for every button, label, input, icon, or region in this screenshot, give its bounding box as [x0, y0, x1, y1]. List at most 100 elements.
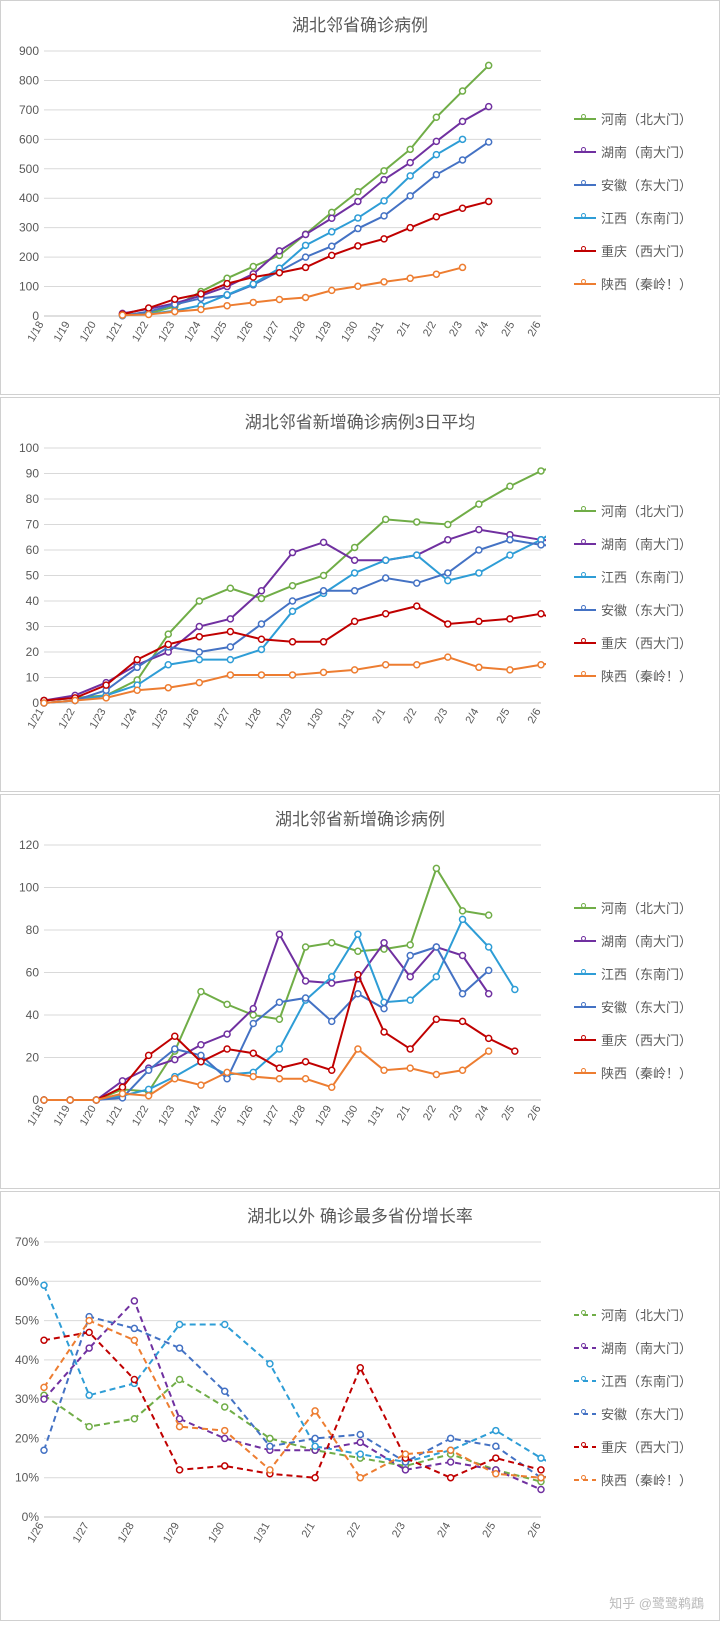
- marker-anhui: [250, 1021, 256, 1027]
- legend-label: 安徽（东大门）: [601, 175, 692, 194]
- marker-jiangxi: [381, 198, 387, 204]
- marker-chongqing: [177, 1467, 183, 1473]
- y-tick-label: 60: [26, 966, 40, 980]
- marker-shaanxi: [41, 1097, 47, 1103]
- marker-hunan: [433, 138, 439, 144]
- marker-chongqing: [250, 274, 256, 280]
- marker-shaanxi: [276, 1076, 282, 1082]
- marker-shaanxi: [196, 680, 202, 686]
- chart4-plot-area: 0%10%20%30%40%50%60%70%1/261/271/281/291…: [6, 1237, 564, 1557]
- y-tick-label: 90: [26, 467, 40, 481]
- marker-hunan: [41, 1396, 47, 1402]
- marker-shaanxi: [538, 662, 544, 668]
- series-line-hunan: [44, 1301, 541, 1490]
- legend-item-henan: 河南（北大门）: [574, 109, 714, 128]
- legend-item-jiangxi: 江西（东南门）: [574, 567, 714, 586]
- marker-hunan: [381, 177, 387, 183]
- marker-henan: [460, 88, 466, 94]
- marker-shaanxi: [312, 1408, 318, 1414]
- marker-anhui: [303, 254, 309, 260]
- legend-marker-icon: [574, 1380, 596, 1382]
- marker-hunan: [290, 550, 296, 556]
- marker-shaanxi: [250, 299, 256, 305]
- marker-chongqing: [433, 1016, 439, 1022]
- marker-chongqing: [303, 1059, 309, 1065]
- marker-shaanxi: [355, 283, 361, 289]
- x-tick-label: 2/4: [463, 707, 481, 726]
- marker-jiangxi: [433, 152, 439, 158]
- marker-jiangxi: [290, 608, 296, 614]
- marker-shaanxi: [177, 1424, 183, 1430]
- marker-henan: [355, 948, 361, 954]
- marker-shaanxi: [250, 1074, 256, 1080]
- marker-chongqing: [460, 1018, 466, 1024]
- legend-marker-icon: [574, 1413, 596, 1415]
- marker-jiangxi: [445, 578, 451, 584]
- x-tick-label: 1/19: [52, 1104, 73, 1129]
- y-tick-label: 80: [26, 492, 40, 506]
- chart1-plot: 01002003004005006007008009001/181/191/20…: [6, 46, 546, 356]
- marker-anhui: [41, 1447, 47, 1453]
- marker-jiangxi: [227, 657, 233, 663]
- marker-chongqing: [383, 611, 389, 617]
- marker-henan: [131, 1416, 137, 1422]
- marker-hunan: [329, 215, 335, 221]
- marker-chongqing: [276, 1065, 282, 1071]
- marker-henan: [507, 483, 513, 489]
- marker-hunan: [250, 1006, 256, 1012]
- x-tick-label: 1/21: [104, 320, 125, 345]
- y-tick-label: 120: [19, 840, 39, 852]
- marker-shaanxi: [103, 695, 109, 701]
- marker-chongqing: [357, 1365, 363, 1371]
- marker-anhui: [177, 1345, 183, 1351]
- marker-hunan: [355, 198, 361, 204]
- legend-marker-icon: [574, 217, 596, 219]
- marker-hunan: [131, 1298, 137, 1304]
- marker-hunan: [86, 1345, 92, 1351]
- legend-label: 安徽（东大门）: [601, 997, 692, 1016]
- marker-henan: [198, 989, 204, 995]
- y-tick-label: 30: [26, 620, 40, 634]
- y-tick-label: 10: [26, 671, 40, 685]
- y-tick-label: 10%: [15, 1471, 39, 1485]
- marker-shaanxi: [355, 1046, 361, 1052]
- marker-hunan: [407, 974, 413, 980]
- marker-chongqing: [433, 214, 439, 220]
- x-tick-label: 1/30: [339, 320, 360, 345]
- marker-shaanxi: [507, 667, 513, 673]
- marker-jiangxi: [357, 1451, 363, 1457]
- marker-shaanxi: [407, 1065, 413, 1071]
- marker-anhui: [381, 213, 387, 219]
- y-tick-label: 80: [26, 923, 40, 937]
- legend-marker-icon: [574, 184, 596, 186]
- legend-marker-icon: [574, 1006, 596, 1008]
- marker-chongqing: [381, 1029, 387, 1035]
- marker-shaanxi: [276, 297, 282, 303]
- x-tick-label: 1/24: [182, 1104, 203, 1129]
- x-tick-label: 1/24: [119, 707, 140, 732]
- marker-henan: [196, 598, 202, 604]
- y-tick-label: 60: [26, 543, 40, 557]
- marker-henan: [538, 468, 544, 474]
- legend-label: 湖南（南大门）: [601, 1338, 692, 1357]
- marker-chongqing: [414, 603, 420, 609]
- marker-shaanxi: [329, 1084, 335, 1090]
- marker-hunan: [538, 1487, 544, 1493]
- chart4-container: 湖北以外 确诊最多省份增长率0%10%20%30%40%50%60%70%1/2…: [0, 1191, 720, 1621]
- marker-chongqing: [224, 281, 230, 287]
- x-tick-label: 1/28: [116, 1521, 137, 1546]
- y-tick-label: 40: [26, 594, 40, 608]
- marker-hunan: [486, 104, 492, 110]
- chart2-legend: 河南（北大门）湖南（南大门）江西（东南门）安徽（东大门）重庆（西大门）陕西（秦岭…: [564, 443, 714, 743]
- legend-item-shaanxi: 陕西（秦岭！）: [574, 274, 714, 293]
- marker-chongqing: [196, 634, 202, 640]
- legend-marker-icon: [574, 609, 596, 611]
- legend-label: 河南（北大门）: [601, 109, 692, 128]
- legend-marker-icon: [574, 1446, 596, 1448]
- y-tick-label: 600: [19, 132, 39, 146]
- marker-chongqing: [312, 1475, 318, 1481]
- marker-jiangxi: [383, 557, 389, 563]
- marker-shaanxi: [258, 672, 264, 678]
- marker-jiangxi: [250, 281, 256, 287]
- marker-jiangxi: [460, 136, 466, 142]
